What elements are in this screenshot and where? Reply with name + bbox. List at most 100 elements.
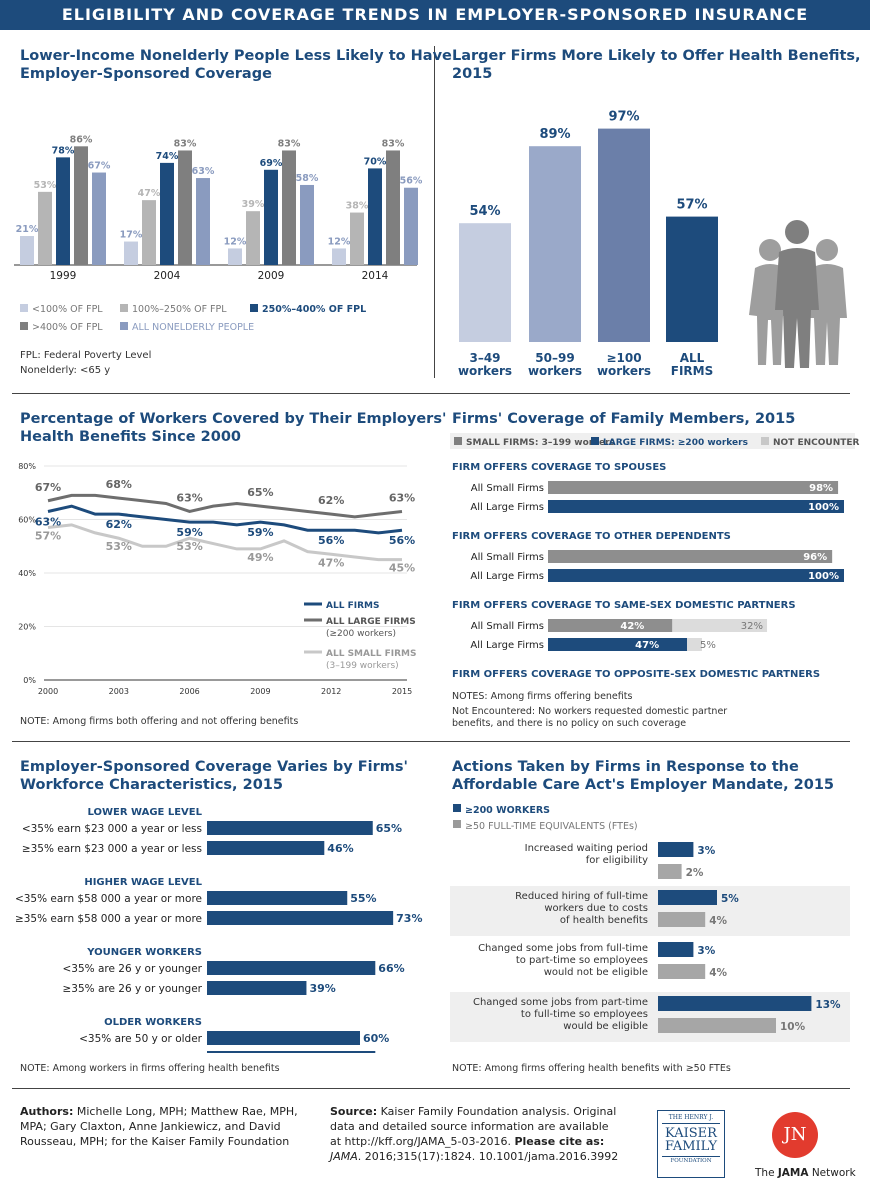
point-label: 49% bbox=[247, 551, 273, 564]
bar-value bbox=[207, 821, 373, 835]
bar-label: 17% bbox=[120, 230, 143, 241]
point-label: 62% bbox=[318, 494, 344, 507]
bar-label: 32% bbox=[741, 621, 763, 632]
bar-2004-4 bbox=[196, 178, 210, 265]
legend-swatch bbox=[120, 322, 128, 330]
legend-swatch bbox=[453, 820, 461, 828]
firmsize-bar-1 bbox=[529, 146, 581, 342]
bar-fte bbox=[658, 912, 706, 927]
bar-label: 86% bbox=[70, 134, 93, 145]
point-label: 59% bbox=[247, 526, 273, 539]
legend-label: NOT ENCOUNTERED bbox=[773, 438, 860, 448]
bar-label: 65% bbox=[376, 822, 402, 835]
divider bbox=[12, 741, 850, 742]
panel-title-firmsize: Larger Firms More Likely to Offer Health… bbox=[452, 47, 861, 83]
bar-value bbox=[548, 569, 844, 582]
workforce-bar-chart: LOWER WAGE LEVEL <35% earn $23 000 a year… bbox=[15, 807, 422, 1053]
bar-label: 47% bbox=[138, 188, 161, 199]
bar-2004-3 bbox=[178, 150, 192, 265]
panel-title-actions: Actions Taken by Firms in Response to th… bbox=[452, 758, 834, 794]
bar-label: 60% bbox=[363, 1032, 389, 1045]
y-tick-label: 40% bbox=[18, 569, 36, 578]
row-band bbox=[450, 886, 850, 936]
bar-label: 21% bbox=[16, 224, 39, 235]
point-label: 56% bbox=[389, 534, 415, 547]
bar-value bbox=[207, 841, 325, 855]
actions-bar-chart: ≥200 WORKERS ≥50 FULL-TIME EQUIVALENTS (F… bbox=[450, 804, 850, 1042]
source-text: Kaiser Family Foundation analysis. Origi… bbox=[330, 1105, 617, 1148]
y-tick-label: 80% bbox=[18, 462, 36, 471]
source-block: Source: Kaiser Family Foundation analysi… bbox=[330, 1104, 620, 1164]
bar-value bbox=[207, 911, 394, 925]
infographic-header: ELIGIBILITY AND COVERAGE TRENDS IN EMPLO… bbox=[0, 0, 870, 30]
panel-title-family: Firms' Coverage of Family Members, 2015 bbox=[452, 411, 796, 427]
kff-logo[interactable]: THE HENRY J. KAISER FAMILY FOUNDATION bbox=[657, 1110, 725, 1178]
y-tick-label: 60% bbox=[18, 516, 36, 525]
bar-large bbox=[658, 996, 812, 1011]
x-tick-label: 2003 bbox=[109, 687, 129, 696]
bar-2004-0 bbox=[124, 241, 138, 265]
bar-label: 70% bbox=[364, 156, 387, 167]
point-label: 53% bbox=[106, 540, 132, 553]
bar-not-encountered bbox=[687, 638, 702, 651]
bar-label: 58% bbox=[296, 173, 319, 184]
group-label: LOWER WAGE LEVEL bbox=[87, 807, 202, 818]
row-label: <35% earn $58 000 a year or more bbox=[15, 893, 202, 905]
x-tick-label: 2004 bbox=[154, 270, 181, 282]
bar-label: 4% bbox=[709, 915, 727, 927]
x-tick-label: 2015 bbox=[392, 687, 412, 696]
bar-2004-2 bbox=[160, 162, 174, 265]
legend-swatch bbox=[20, 322, 28, 330]
jn-logo-icon[interactable]: JN bbox=[772, 1112, 818, 1158]
bar-value bbox=[207, 1051, 376, 1053]
title-line: Health Benefits Since 2000 bbox=[20, 429, 241, 445]
row-label: <35% earn $23 000 a year or less bbox=[22, 823, 202, 835]
jn-caption: The JAMA Network bbox=[755, 1167, 856, 1179]
cite-journal: JAMA bbox=[330, 1150, 358, 1163]
bar-label: 89% bbox=[539, 127, 570, 142]
bar-label: 3% bbox=[697, 845, 715, 857]
point-label: 63% bbox=[176, 491, 202, 504]
legend-label: ALL LARGE FIRMS bbox=[326, 617, 416, 627]
x-tick-label: 2009 bbox=[250, 687, 270, 696]
bar-value bbox=[548, 550, 833, 563]
bar-2009-3 bbox=[282, 150, 296, 265]
bar-label: 10% bbox=[780, 1021, 806, 1033]
legend-swatch bbox=[250, 304, 258, 312]
fpl-note: FPL: Federal Poverty Level bbox=[20, 350, 152, 361]
bar-label: 46% bbox=[327, 842, 353, 855]
bar-label: 47% bbox=[635, 640, 659, 651]
cite-text: . 2016;315(17):1824. 10.1001/jama.2016.3… bbox=[357, 1150, 619, 1163]
bar-label: 73% bbox=[396, 912, 422, 925]
x-tick-label: 2000 bbox=[38, 687, 58, 696]
legend-label: (≥200 workers) bbox=[326, 629, 396, 639]
bar-label: 66% bbox=[378, 962, 404, 975]
x-tick-label: 2006 bbox=[179, 687, 199, 696]
bar-2014-4 bbox=[404, 187, 418, 265]
legend-band bbox=[450, 433, 855, 449]
kff-logo-line: THE HENRY J. bbox=[662, 1115, 720, 1124]
bar-value bbox=[207, 981, 307, 995]
point-label: 68% bbox=[106, 478, 132, 491]
bar-label: 83% bbox=[278, 138, 301, 149]
jn-caption-text: The bbox=[755, 1167, 778, 1179]
legend-label: ALL NONELDERLY PEOPLE bbox=[132, 322, 254, 333]
series-line-0 bbox=[47, 504, 403, 535]
x-tick-label: 50–99 bbox=[535, 351, 574, 365]
divider bbox=[434, 46, 435, 378]
legend-label: (3–199 workers) bbox=[326, 661, 399, 671]
row-label: ≥35% earn $58 000 a year or more bbox=[15, 913, 202, 925]
title-line: Employer-Sponsored Coverage bbox=[20, 66, 272, 82]
row-label: All Small Firms bbox=[471, 552, 544, 563]
row-label: would be eligible bbox=[563, 1021, 648, 1032]
bar-1999-1 bbox=[38, 191, 52, 265]
legend-label: ≥50 FULL-TIME EQUIVALENTS (FTEs) bbox=[465, 821, 638, 832]
group-label: YOUNGER WORKERS bbox=[86, 947, 202, 958]
bar-label: 4% bbox=[709, 967, 727, 979]
family-note: NOTES: Among firms offering benefits bbox=[452, 691, 633, 702]
series-line-2 bbox=[47, 523, 402, 562]
group-label: FIRM OFFERS COVERAGE TO SAME-SEX DOMESTI… bbox=[452, 600, 796, 611]
bar-2014-3 bbox=[386, 150, 400, 265]
bar-label: 39% bbox=[242, 199, 265, 210]
bar-fte bbox=[658, 864, 682, 879]
